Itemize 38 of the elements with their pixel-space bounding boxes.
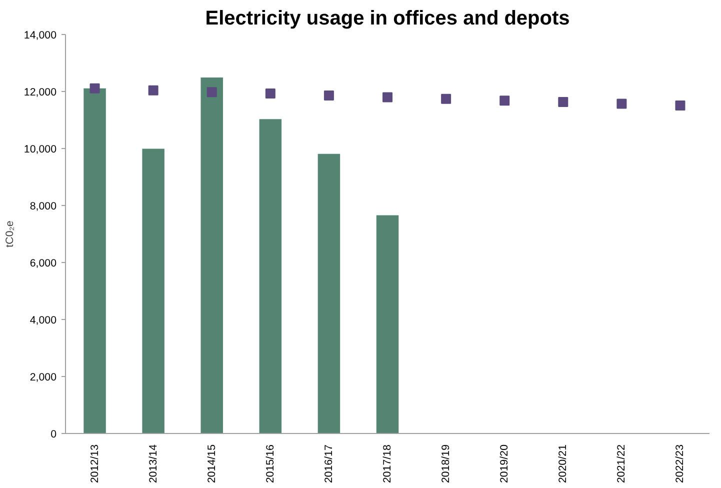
- point: [441, 94, 452, 104]
- y-tick-label: 0: [50, 428, 57, 440]
- x-tick-label: 2014/15: [206, 444, 218, 484]
- y-tick-label: 6,000: [30, 258, 57, 270]
- y-tick-label: 2,000: [30, 372, 57, 384]
- x-tick-label: 2018/19: [440, 444, 452, 484]
- x-tick-label: 2019/20: [498, 444, 511, 484]
- x-tick-label: 2021/22: [616, 444, 628, 484]
- chart-title: Electricity usage in offices and depots: [205, 8, 570, 30]
- bar: [142, 148, 164, 434]
- y-tick-label: 14,000: [24, 30, 57, 42]
- x-tick-label: 2012/13: [88, 444, 101, 484]
- x-tick-label: 2020/21: [557, 444, 570, 484]
- point: [558, 97, 568, 108]
- point: [265, 88, 276, 98]
- x-tick-label: 2017/18: [382, 444, 394, 484]
- y-axis-title: tC0₂e: [4, 220, 16, 248]
- point: [90, 83, 100, 94]
- x-tick-label: 2013/14: [147, 444, 160, 484]
- bar: [318, 154, 340, 434]
- y-tick-label: 8,000: [30, 200, 57, 212]
- x-tick-label: 2015/16: [264, 444, 276, 484]
- point: [206, 87, 217, 98]
- point: [675, 100, 686, 110]
- y-tick-label: 12,000: [24, 86, 57, 98]
- point: [324, 90, 334, 100]
- bar: [376, 215, 399, 434]
- point: [382, 92, 392, 102]
- point: [616, 98, 627, 109]
- y-tick-label: 10,000: [24, 144, 57, 156]
- point: [500, 96, 510, 106]
- bar: [84, 88, 106, 434]
- bar: [200, 78, 223, 434]
- x-tick-label: 2022/23: [674, 444, 686, 484]
- point: [148, 85, 158, 96]
- bar: [259, 119, 282, 434]
- y-tick-label: 4,000: [30, 314, 57, 326]
- x-tick-label: 2016/17: [322, 444, 335, 484]
